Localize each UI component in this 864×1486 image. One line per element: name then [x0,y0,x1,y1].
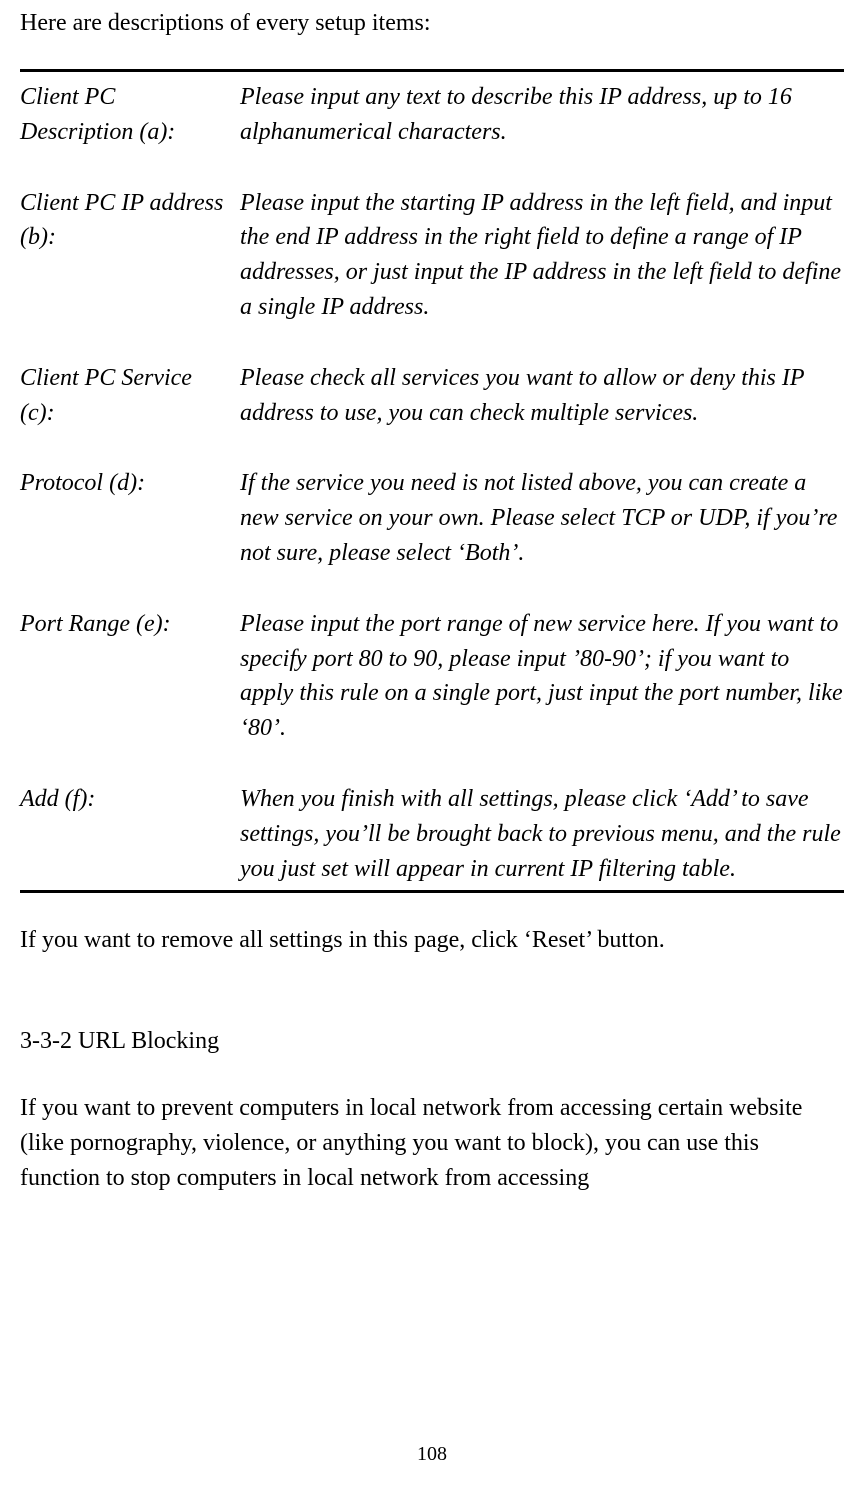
row-label: Port Range (e): [20,607,240,746]
section-heading: 3-3-2 URL Blocking [20,1028,844,1055]
row-label: Client PC Service (c): [20,361,240,431]
row-desc: If the service you need is not listed ab… [240,466,844,570]
row-desc: Please input any text to describe this I… [240,80,844,150]
row-label: Client PC IP address (b): [20,186,240,325]
table-row: Protocol (d): If the service you need is… [20,466,844,570]
table-row: Client PC IP address (b): Please input t… [20,186,844,325]
reset-note: If you want to remove all settings in th… [20,927,844,954]
definitions-table: Client PC Description (a): Please input … [20,69,844,893]
row-label: Add (f): [20,782,240,886]
body-paragraph: If you want to prevent computers in loca… [20,1091,844,1195]
intro-text: Here are descriptions of every setup ite… [20,10,844,37]
row-desc: When you finish with all settings, pleas… [240,782,844,886]
row-label: Client PC Description (a): [20,80,240,150]
row-desc: Please check all services you want to al… [240,361,844,431]
row-desc: Please input the port range of new servi… [240,607,844,746]
table-row: Port Range (e): Please input the port ra… [20,607,844,746]
row-desc: Please input the starting IP address in … [240,186,844,325]
table-row: Client PC Description (a): Please input … [20,80,844,150]
table-row: Client PC Service (c): Please check all … [20,361,844,431]
row-label: Protocol (d): [20,466,240,570]
table-row: Add (f): When you finish with all settin… [20,782,844,886]
page-number: 108 [0,1443,864,1466]
